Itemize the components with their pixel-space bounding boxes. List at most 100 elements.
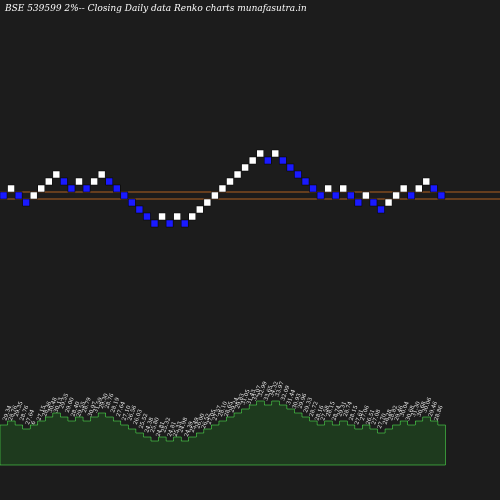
down-brick-11: [82, 184, 91, 193]
up-brick-51: [384, 198, 393, 207]
price-label-55: 28.16: [314, 404, 325, 421]
up-brick-43: [324, 184, 332, 193]
price-label-24: 25.52: [138, 413, 149, 430]
price-label-10: 29.55: [59, 392, 70, 409]
down-brick-54: [407, 191, 415, 200]
down-brick-57: [430, 184, 438, 193]
price-label-53: 29.33: [303, 396, 314, 413]
price-label-49: 32.09: [280, 384, 291, 401]
down-brick-15: [113, 184, 121, 193]
down-brick-20: [150, 219, 159, 228]
price-label-50: 31.44: [286, 388, 297, 405]
chart-title: BSE 539599 2%-- Closing Daily data Renko…: [4, 4, 307, 14]
down-brick-41: [309, 184, 317, 193]
up-brick-12: [90, 177, 98, 186]
price-label-2: 29.35: [14, 400, 25, 417]
price-label-52: 29.96: [297, 392, 308, 409]
price-labels: 29.3428.7629.3528.7627.64627.1528.3630.4…: [2, 380, 445, 437]
price-label-16: 31.59: [93, 396, 104, 413]
price-label-61: 28.15: [348, 404, 359, 421]
price-label-70: 30.04: [400, 400, 411, 417]
price-label-6: 27.15: [36, 404, 47, 421]
price-label-22: 26.56: [127, 404, 138, 421]
price-label-58: 28.74: [331, 404, 342, 421]
down-brick-39: [294, 170, 302, 179]
price-label-5: 6: [31, 420, 38, 426]
price-label-31: 24.98: [178, 416, 189, 433]
down-brick-58: [437, 191, 446, 200]
price-label-17: 29.30: [99, 392, 110, 409]
up-brick-48: [362, 191, 370, 200]
price-label-13: 29.55: [76, 400, 87, 417]
down-brick-2: [14, 191, 23, 200]
price-label-29: 24.81: [167, 421, 178, 438]
price-label-20: 27.64: [116, 400, 127, 417]
price-label-28: 25.32: [161, 417, 172, 434]
up-brick-27: [203, 198, 212, 207]
renko-bricks: [0, 149, 446, 228]
price-label-75: 29.46: [428, 400, 439, 417]
price-label-71: 30.68: [405, 404, 416, 421]
down-brick-22: [165, 219, 174, 228]
down-brick-3: [22, 198, 30, 207]
down-brick-14: [105, 177, 113, 186]
price-label-67: 28.28: [382, 408, 393, 425]
price-label-40: 29.24: [229, 396, 240, 413]
price-label-62: 27.61: [354, 409, 365, 426]
price-label-74: 30.06: [422, 396, 433, 413]
price-label-60: 28.74: [343, 400, 354, 417]
up-brick-4: [29, 191, 38, 200]
price-label-46: 33.65: [263, 384, 274, 401]
up-brick-52: [392, 191, 400, 200]
down-brick-35: [264, 156, 272, 165]
up-brick-10: [75, 177, 83, 186]
price-label-43: 31.43: [246, 388, 257, 405]
up-brick-21: [158, 212, 166, 221]
up-brick-30: [226, 177, 234, 186]
up-brick-13: [97, 170, 106, 179]
down-brick-16: [120, 191, 129, 200]
price-label-63: 27.06: [360, 404, 371, 421]
price-label-72: 31.30: [411, 400, 422, 417]
price-label-4: 27.64: [25, 408, 36, 425]
down-brick-49: [369, 198, 378, 207]
price-label-56: 27.58: [320, 404, 331, 421]
price-label-76: 28.86: [434, 404, 445, 421]
price-label-18: 28.76: [104, 392, 115, 409]
price-label-26: 25.80: [150, 416, 161, 433]
price-label-41: 29.83: [235, 392, 246, 409]
down-brick-24: [180, 219, 189, 228]
up-brick-6: [45, 177, 53, 186]
down-brick-38: [286, 163, 295, 172]
price-label-48: 33.97: [275, 380, 286, 397]
price-label-45: 32.99: [258, 380, 269, 397]
price-label-15: 30.97: [87, 400, 98, 417]
price-label-66: 27.70: [377, 412, 388, 429]
price-label-35: 26.52: [201, 413, 212, 430]
price-label-44: 32.07: [252, 384, 263, 401]
down-brick-40: [301, 177, 310, 186]
price-label-37: 27.57: [212, 404, 223, 421]
price-label-36: 27.05: [207, 408, 218, 425]
price-label-33: 25.49: [190, 416, 201, 433]
up-brick-26: [196, 205, 204, 214]
down-brick-19: [143, 212, 151, 221]
price-label-21: 27.10: [121, 404, 132, 421]
price-label-8: 30.48: [48, 396, 59, 413]
price-label-69: 29.46: [394, 404, 405, 421]
down-brick-44: [331, 191, 340, 200]
up-brick-32: [241, 163, 249, 172]
price-label-73: 30.68: [417, 400, 428, 417]
up-brick-31: [233, 170, 242, 179]
down-brick-46: [347, 191, 355, 200]
down-brick-0: [0, 191, 8, 200]
price-label-23: 26.03: [133, 408, 144, 425]
price-label-51: 30.93: [292, 392, 303, 409]
price-label-59: 29.31: [337, 401, 348, 418]
price-label-57: 28.15: [326, 400, 337, 417]
down-brick-50: [377, 205, 385, 214]
up-brick-1: [7, 184, 15, 193]
up-brick-7: [52, 170, 61, 179]
price-label-42: 31.05: [241, 388, 252, 405]
